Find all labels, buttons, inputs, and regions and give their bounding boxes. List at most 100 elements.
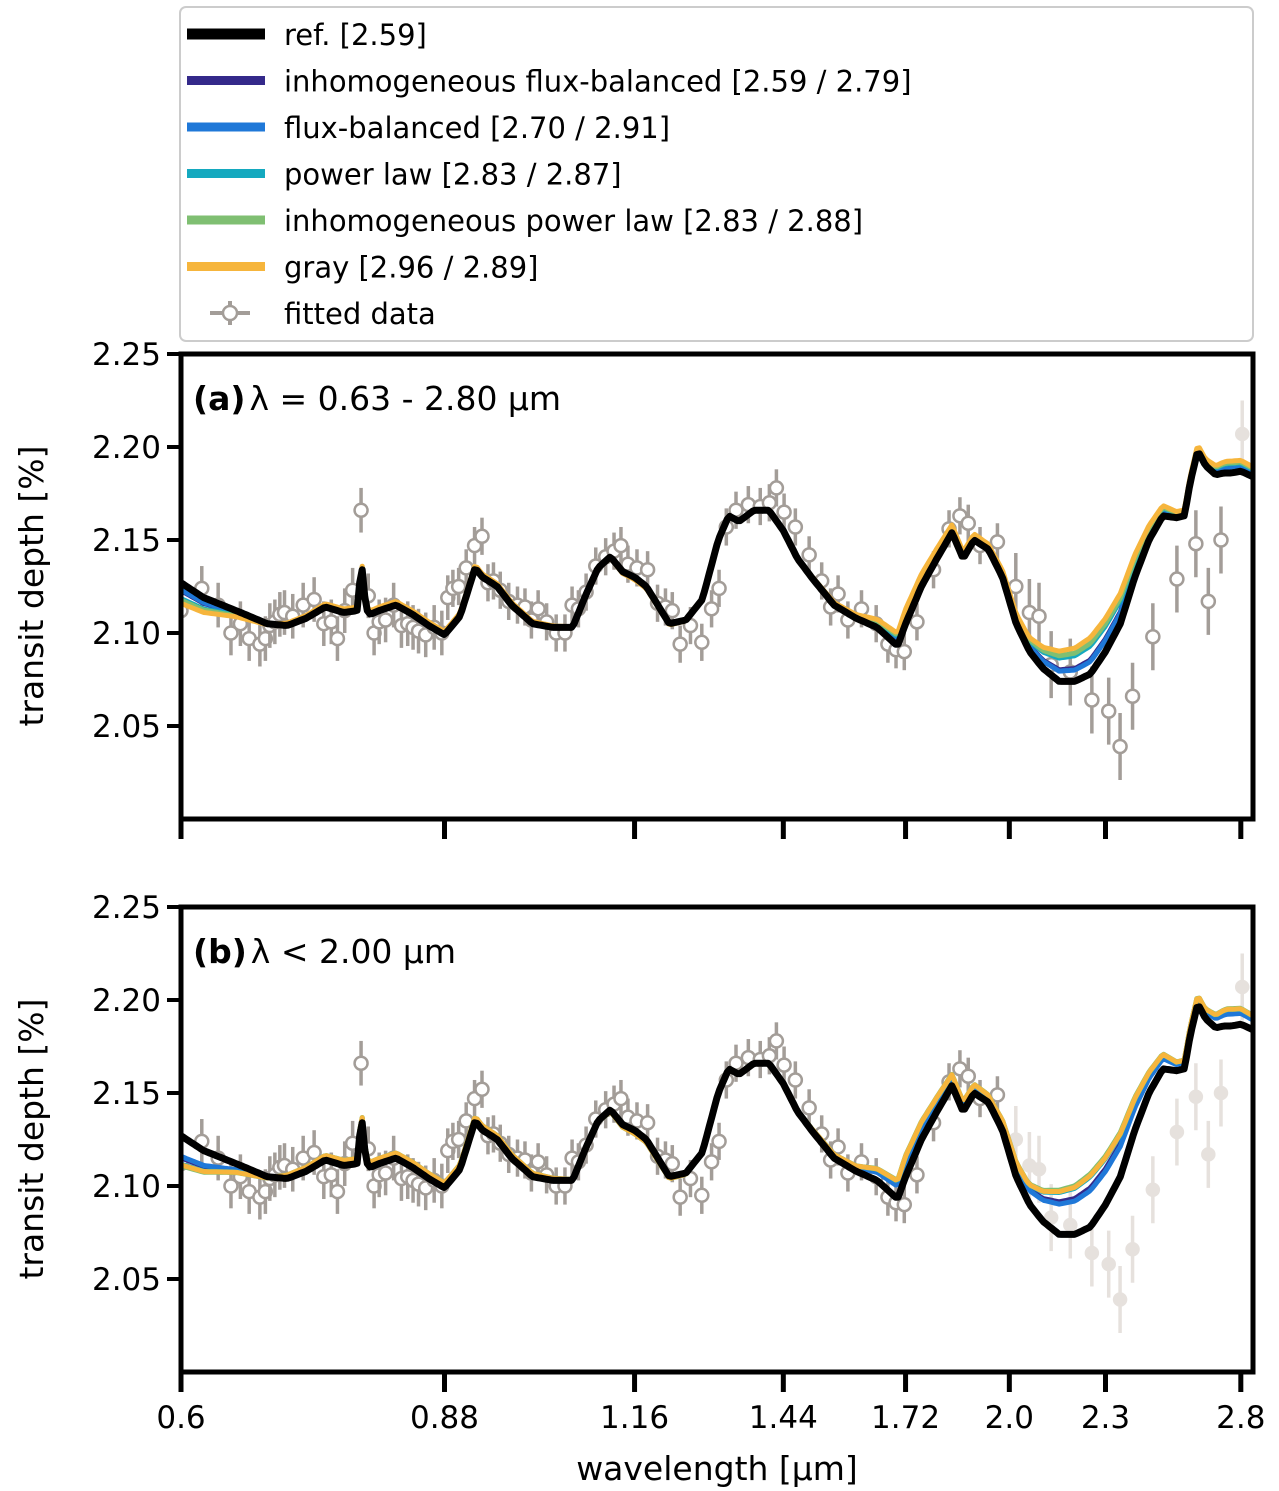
data-point xyxy=(1169,545,1185,613)
panel-a-frame xyxy=(178,351,1256,822)
legend-entry: flux-balanced [2.70 / 2.91] xyxy=(187,111,670,145)
data-point xyxy=(241,616,257,661)
data-point xyxy=(639,1104,656,1142)
panel-b: 2.05 2.10 2.15 2.20 2.25 0.6 0.88 1.16 1.44 1.72 2… xyxy=(12,890,1265,1488)
data-point xyxy=(787,1061,804,1099)
data-point xyxy=(474,1070,490,1108)
data-point xyxy=(353,1040,369,1086)
data-point xyxy=(557,1167,573,1205)
data-point xyxy=(474,517,490,555)
y-tick-label: 2.10 xyxy=(92,1169,161,1205)
data-point xyxy=(1124,662,1141,730)
data-point xyxy=(1234,400,1250,468)
legend-label: inhomogeneous flux-balanced [2.59 / 2.79… xyxy=(284,65,912,99)
data-point xyxy=(1100,677,1117,745)
data-point xyxy=(776,493,792,531)
data-point xyxy=(557,614,573,652)
data-point xyxy=(1084,1219,1100,1287)
data-point xyxy=(1201,1120,1216,1188)
panel-b-ylabel: transit depth [%] xyxy=(12,998,51,1279)
data-point xyxy=(711,1122,727,1160)
data-point xyxy=(896,633,913,671)
data-point xyxy=(672,1178,688,1216)
data-point xyxy=(329,1169,346,1214)
data-point xyxy=(1031,582,1047,650)
data-point xyxy=(787,508,804,546)
legend-label: inhomogeneous power law [2.83 / 2.88] xyxy=(284,204,863,238)
data-point xyxy=(989,523,1006,561)
data-point xyxy=(703,590,720,628)
data-point xyxy=(1112,712,1128,780)
y-tick-label: 2.10 xyxy=(92,616,161,652)
y-tick-label: 2.15 xyxy=(92,1076,161,1112)
data-point xyxy=(694,1176,710,1214)
y-tick-label: 2.05 xyxy=(92,709,161,745)
data-point xyxy=(1145,603,1161,671)
x-tick-label: 1.16 xyxy=(600,1400,669,1436)
panel-b-annotation: (b) λ < 2.00 μm xyxy=(193,932,456,971)
legend-entry: power law [2.83 / 2.87] xyxy=(187,158,622,192)
data-point xyxy=(768,469,785,507)
x-tick-label: 2.8 xyxy=(1216,1400,1265,1436)
panel-a: 2.05 2.10 2.15 2.20 2.25 (a) λ = 0.63 - 2.80 … xyxy=(12,337,1256,839)
data-point xyxy=(768,1022,785,1060)
data-point xyxy=(1213,1059,1229,1127)
legend-label: gray [2.96 / 2.89] xyxy=(284,251,538,285)
data-point xyxy=(1188,1063,1204,1131)
data-point xyxy=(1125,1215,1140,1283)
legend-entry: fitted data xyxy=(210,297,436,331)
data-point xyxy=(801,536,817,574)
legend-frame xyxy=(179,6,1254,342)
x-tick-label: 0.6 xyxy=(156,1400,205,1436)
fitted-data-series xyxy=(183,953,1250,1333)
legend-entry: inhomogeneous flux-balanced [2.59 / 2.79… xyxy=(187,65,912,99)
data-point xyxy=(353,487,369,533)
x-tick-label: 0.88 xyxy=(410,1400,479,1436)
data-point xyxy=(960,504,977,542)
data-point xyxy=(1213,506,1229,574)
fitted-data-series xyxy=(183,400,1250,780)
panel-a-ylabel: transit depth [%] xyxy=(12,445,51,726)
x-tick-label: 2.3 xyxy=(1081,1400,1130,1436)
legend-label: flux-balanced [2.70 / 2.91] xyxy=(284,111,670,145)
data-point xyxy=(1188,510,1204,578)
y-tick-label: 2.15 xyxy=(92,523,161,559)
data-point xyxy=(694,623,710,661)
x-tick-label: 2.0 xyxy=(985,1400,1034,1436)
y-tick-label: 2.25 xyxy=(92,890,161,926)
data-point xyxy=(711,569,727,607)
panel-b-frame xyxy=(178,904,1256,1375)
legend-entry: ref. [2.59] xyxy=(187,18,427,52)
reference-line xyxy=(183,1003,1251,1238)
data-point xyxy=(703,1143,720,1181)
data-point xyxy=(1200,567,1217,635)
reference-line xyxy=(183,450,1251,685)
data-point xyxy=(1112,1265,1128,1333)
y-tick-label: 2.25 xyxy=(92,337,161,373)
data-point xyxy=(613,1079,629,1118)
data-point xyxy=(458,1102,474,1140)
legend-entry: gray [2.96 / 2.89] xyxy=(187,251,538,285)
data-point xyxy=(960,1057,977,1095)
data-point xyxy=(458,549,474,587)
data-point xyxy=(1084,666,1100,734)
y-tick-label: 2.20 xyxy=(92,430,161,466)
legend-label: fitted data xyxy=(284,297,436,331)
y-tick-label: 2.05 xyxy=(92,1262,161,1298)
x-axis-label: wavelength [μm] xyxy=(576,1449,858,1488)
legend-label: ref. [2.59] xyxy=(284,18,427,52)
data-point xyxy=(1169,1098,1185,1166)
data-point xyxy=(909,603,925,641)
panel-a-annotation: (a) λ = 0.63 - 2.80 μm xyxy=(193,379,561,418)
data-point xyxy=(1101,1230,1116,1298)
x-tick-label: 1.44 xyxy=(749,1400,818,1436)
legend-label: power law [2.83 / 2.87] xyxy=(284,158,622,192)
y-tick-label: 2.20 xyxy=(92,983,161,1019)
data-point xyxy=(896,1186,913,1224)
data-point xyxy=(672,625,688,663)
data-point xyxy=(194,1119,210,1164)
x-tick-label: 1.72 xyxy=(871,1400,940,1436)
legend-entry: inhomogeneous power law [2.83 / 2.88] xyxy=(187,204,863,238)
legend-marker-icon xyxy=(221,304,239,322)
data-point xyxy=(909,1156,925,1194)
